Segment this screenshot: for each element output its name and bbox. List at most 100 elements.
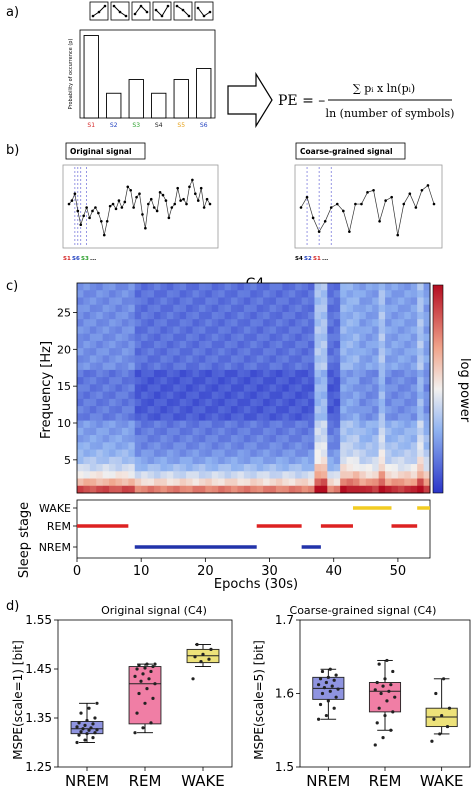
spectrogram-cell (314, 456, 322, 465)
spectrogram-cell (269, 449, 277, 458)
spectrogram-cell (250, 464, 258, 472)
spectrogram-cell (327, 362, 335, 371)
spectrogram-cell (308, 471, 315, 480)
spectrogram-cell (301, 435, 309, 443)
spectrogram-cell (314, 333, 322, 342)
hypnogram-xtick-label: 0 (73, 564, 81, 579)
spectrogram-cell (109, 326, 117, 335)
formula-numerator: ∑ pᵢ x ln(pᵢ) (353, 82, 415, 95)
spectrogram-cell (288, 456, 296, 465)
spectrogram-cell (404, 420, 412, 429)
spectrogram-cell (250, 326, 258, 335)
spectrogram-cell (314, 283, 322, 291)
spectrogram-cell (385, 449, 392, 458)
spectrogram-cell (391, 290, 399, 298)
spectrogram-cell (282, 369, 290, 378)
spectrogram-cell (282, 478, 290, 487)
spectrogram-cell (378, 413, 386, 422)
spectrogram-cell (243, 413, 251, 422)
spectrogram-cell (77, 456, 84, 465)
signal-frame (294, 164, 443, 249)
spectrogram-cell (397, 297, 405, 306)
spectrogram-cell (141, 311, 149, 320)
spectrogram-cell (352, 406, 360, 414)
spectrogram-cell (115, 442, 123, 451)
spectrogram-cell (301, 464, 309, 472)
spectrogram-cell (365, 348, 373, 356)
spectrogram-cell (154, 406, 161, 414)
spectrogram-cell (141, 442, 149, 451)
spectrogram-cell (231, 420, 238, 429)
spectrogram-cell (391, 398, 399, 407)
spectrogram-cell (359, 384, 367, 393)
spectrogram-cell (327, 420, 335, 429)
spectrogram-cell (179, 369, 187, 378)
spectrogram-cell (320, 449, 328, 458)
spectrogram-cell (385, 377, 392, 385)
spectrogram-cell (256, 471, 264, 480)
signal-point (188, 185, 191, 189)
spectrogram-cell (147, 326, 155, 335)
spectrogram-cell (423, 362, 431, 371)
spectrogram-cell (372, 290, 380, 298)
signal-point (111, 202, 115, 206)
spectrogram-cell (211, 464, 219, 472)
boxplot-point (199, 660, 203, 664)
spectrogram-cell (397, 290, 405, 298)
spectrogram-cell (205, 435, 213, 443)
spectrogram-cell (385, 398, 392, 407)
spectrogram-cell (160, 304, 168, 313)
spectrogram-cell (308, 427, 315, 436)
spectrogram-cell (83, 283, 91, 291)
spectrogram-cell (141, 348, 149, 356)
spectrogram-cell (154, 369, 161, 378)
spectrogram-cell (404, 362, 412, 371)
spectrogram-cell (359, 464, 367, 472)
spectrogram-cell (314, 420, 322, 429)
spectrogram-cell (365, 304, 373, 313)
boxplot-point (381, 684, 385, 688)
spectrogram-cell (410, 449, 418, 458)
spectrogram-cell (109, 442, 117, 451)
spectrogram-cell (308, 348, 315, 356)
spectrogram-cell (147, 297, 155, 306)
spectrogram-cell (96, 377, 104, 385)
signal-point (390, 195, 393, 199)
spectrogram-cell (410, 485, 418, 494)
spectrogram-cell (320, 304, 328, 313)
spectrogram-cell (288, 398, 296, 407)
spectrogram-cell (83, 471, 91, 480)
spectrogram-cell (256, 420, 264, 429)
spectrogram-cell (218, 355, 226, 364)
spectrogram-cell (243, 427, 251, 436)
spectrogram-cell (166, 326, 174, 335)
spectrogram-cell (423, 304, 431, 313)
spectrogram-cell (179, 290, 187, 298)
spectrogram-cell (243, 311, 251, 320)
signal-point (94, 206, 97, 209)
spectrogram-cell (359, 442, 367, 451)
spectrogram-cell (275, 369, 283, 378)
spectrogram-cell (147, 406, 155, 414)
spectrogram-cell (308, 304, 315, 313)
spectrogram-cell (179, 406, 187, 414)
spectrogram-cell (89, 283, 97, 291)
spectrogram-cell (417, 348, 425, 356)
spectrogram-cell (141, 369, 149, 378)
spectrogram-cell (231, 456, 238, 465)
spectrogram-cell (154, 311, 161, 320)
spectrogram-cell (282, 464, 290, 472)
spectrogram-cell (154, 413, 161, 422)
spectrogram-cell (346, 283, 354, 291)
spectrogram-cell (128, 348, 136, 356)
spectrogram-cell (352, 348, 360, 356)
spectrogram-cell (275, 406, 283, 414)
spectrogram-cell (211, 333, 219, 342)
boxplot-xtick-label: REM (369, 772, 402, 789)
spectrogram-cell (173, 485, 181, 494)
spectrogram-cell (423, 464, 431, 472)
signal-legend-S3: S3 (81, 256, 89, 262)
spectrogram-cell (282, 355, 290, 364)
spectrogram-cell (141, 355, 149, 364)
